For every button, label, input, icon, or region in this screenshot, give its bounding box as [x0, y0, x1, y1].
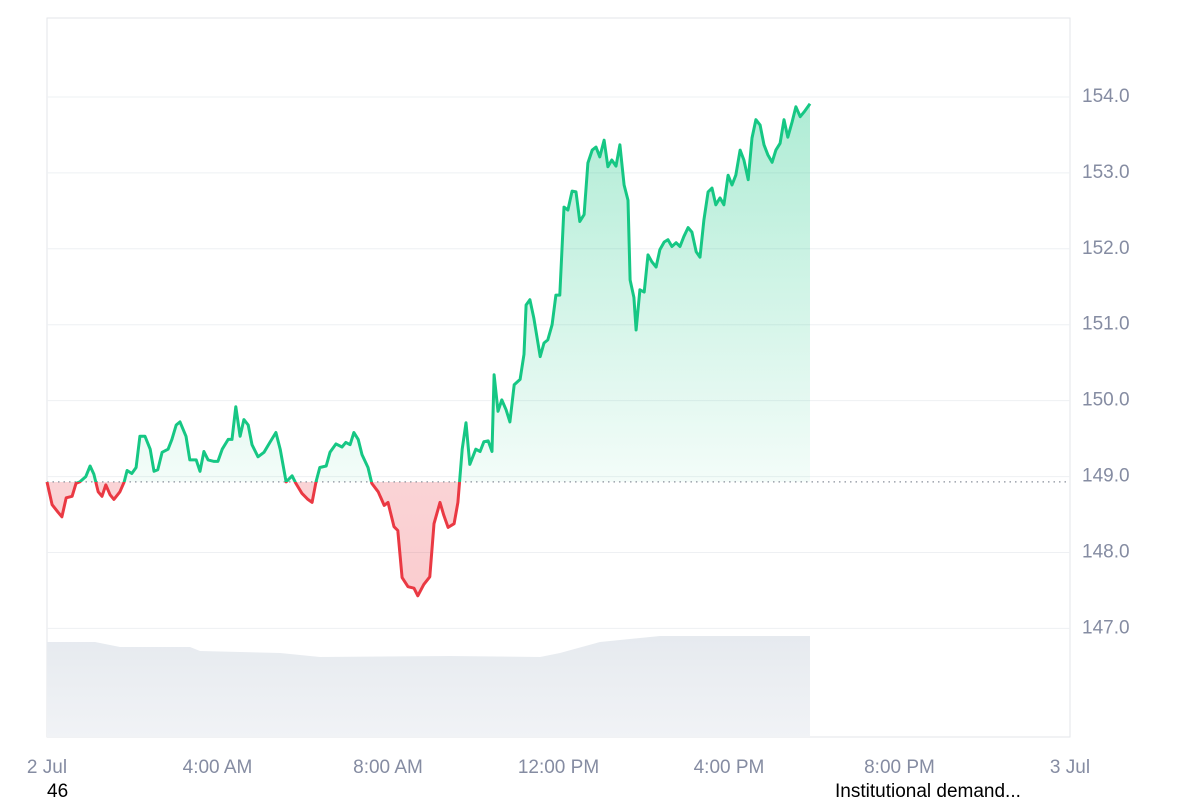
x-tick-label: 3 Jul	[1050, 757, 1090, 778]
price-line	[45, 102, 812, 598]
y-tick-label: 154.0	[1082, 86, 1130, 107]
x-tick-label: 8:00 AM	[353, 757, 423, 778]
volume-bars	[47, 636, 810, 737]
y-tick-label: 152.0	[1082, 238, 1130, 259]
area-fill	[47, 103, 810, 596]
x-tick-label: 8:00 PM	[864, 757, 935, 778]
footer-left: 46	[47, 781, 68, 800]
x-tick-label: 4:00 AM	[183, 757, 253, 778]
footer-right: Institutional demand...	[835, 781, 1021, 800]
y-tick-label: 151.0	[1082, 314, 1130, 335]
x-tick-label: 2 Jul	[27, 757, 67, 778]
y-tick-label: 153.0	[1082, 162, 1130, 183]
y-tick-label: 148.0	[1082, 542, 1130, 563]
x-tick-label: 12:00 PM	[518, 757, 599, 778]
y-tick-label: 147.0	[1082, 617, 1130, 638]
x-tick-label: 4:00 PM	[694, 757, 765, 778]
y-tick-label: 149.0	[1082, 466, 1130, 487]
y-tick-label: 150.0	[1082, 390, 1130, 411]
